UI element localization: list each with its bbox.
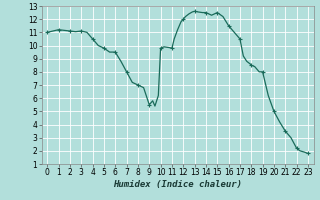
X-axis label: Humidex (Indice chaleur): Humidex (Indice chaleur) xyxy=(113,180,242,189)
